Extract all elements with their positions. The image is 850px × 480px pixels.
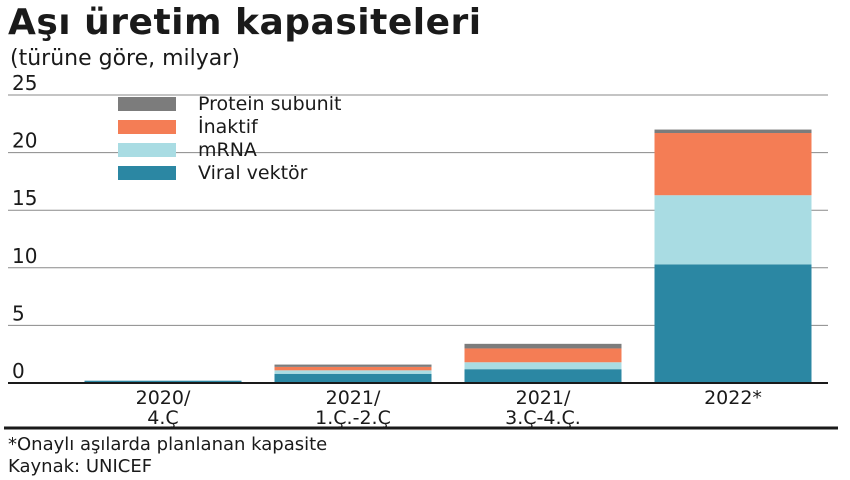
chart-subtitle: (türüne göre, milyar) — [10, 46, 240, 71]
y-tick-label-20: 20 — [12, 129, 37, 153]
bar-segment-1-Viral vektör — [274, 373, 432, 383]
bar-segment-2-Protein subunit — [464, 343, 622, 349]
bar-segment-0-Viral vektör — [84, 380, 242, 383]
legend-label-2: mRNA — [198, 139, 257, 161]
y-tick-label-5: 5 — [12, 301, 25, 325]
y-tick-label-25: 25 — [12, 71, 37, 95]
x-category-label-3: 2022* — [704, 387, 762, 409]
bar-segment-1-İnaktif — [274, 366, 432, 371]
y-tick-label-0: 0 — [12, 359, 25, 383]
legend-label-1: İnaktif — [198, 115, 259, 138]
bar-segment-2-Viral vektör — [464, 369, 622, 383]
legend-swatch-1 — [118, 120, 176, 134]
source-note: Kaynak: UNICEF — [8, 456, 153, 477]
y-tick-label-10: 10 — [12, 244, 37, 268]
bar-segment-2-İnaktif — [464, 348, 622, 363]
x-category-label-1: 2021/1.Ç.-2.Ç — [315, 387, 391, 429]
footnote: *Onaylı aşılarda planlanan kapasite — [8, 434, 328, 455]
bar-segment-3-mRNA — [654, 195, 812, 265]
legend-label-0: Protein subunit — [198, 93, 341, 115]
legend-swatch-2 — [118, 143, 176, 157]
bar-segment-1-mRNA — [274, 370, 432, 374]
x-category-label-2: 2021/3.Ç-4.Ç. — [505, 387, 581, 429]
bar-segment-3-Protein subunit — [654, 129, 812, 134]
bar-segment-3-İnaktif — [654, 133, 812, 196]
legend-label-3: Viral vektör — [198, 162, 308, 184]
x-category-label-0: 2020/4.Ç — [136, 387, 191, 429]
legend-swatch-3 — [118, 166, 176, 180]
bar-segment-2-mRNA — [464, 362, 622, 370]
bar-segment-3-Viral vektör — [654, 264, 812, 383]
chart-title: Aşı üretim kapasiteleri — [8, 2, 482, 43]
legend-swatch-0 — [118, 97, 176, 111]
bar-segment-1-Protein subunit — [274, 364, 432, 367]
y-tick-label-15: 15 — [12, 186, 37, 210]
